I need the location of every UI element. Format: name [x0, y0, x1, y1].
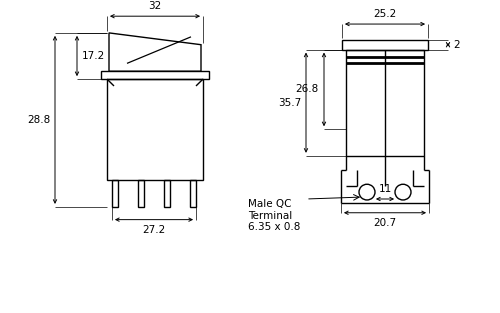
Text: 2: 2	[453, 40, 460, 50]
Bar	[101, 71, 209, 79]
Text: 35.7: 35.7	[278, 98, 301, 108]
Text: 17.2: 17.2	[82, 51, 105, 61]
Text: Male QC
Terminal
6.35 x 0.8: Male QC Terminal 6.35 x 0.8	[248, 199, 300, 232]
Bar	[342, 40, 428, 49]
Text: 32: 32	[148, 1, 162, 11]
Bar	[346, 49, 424, 156]
Text: 11: 11	[378, 184, 392, 194]
Bar	[112, 180, 118, 207]
Bar	[107, 79, 203, 180]
Bar	[164, 180, 170, 207]
Text: 28.8: 28.8	[27, 115, 50, 125]
Text: 26.8: 26.8	[296, 85, 319, 95]
Text: 27.2: 27.2	[142, 224, 166, 234]
Text: 25.2: 25.2	[374, 9, 396, 19]
Text: 20.7: 20.7	[374, 218, 396, 228]
Bar	[190, 180, 196, 207]
Bar	[138, 180, 144, 207]
